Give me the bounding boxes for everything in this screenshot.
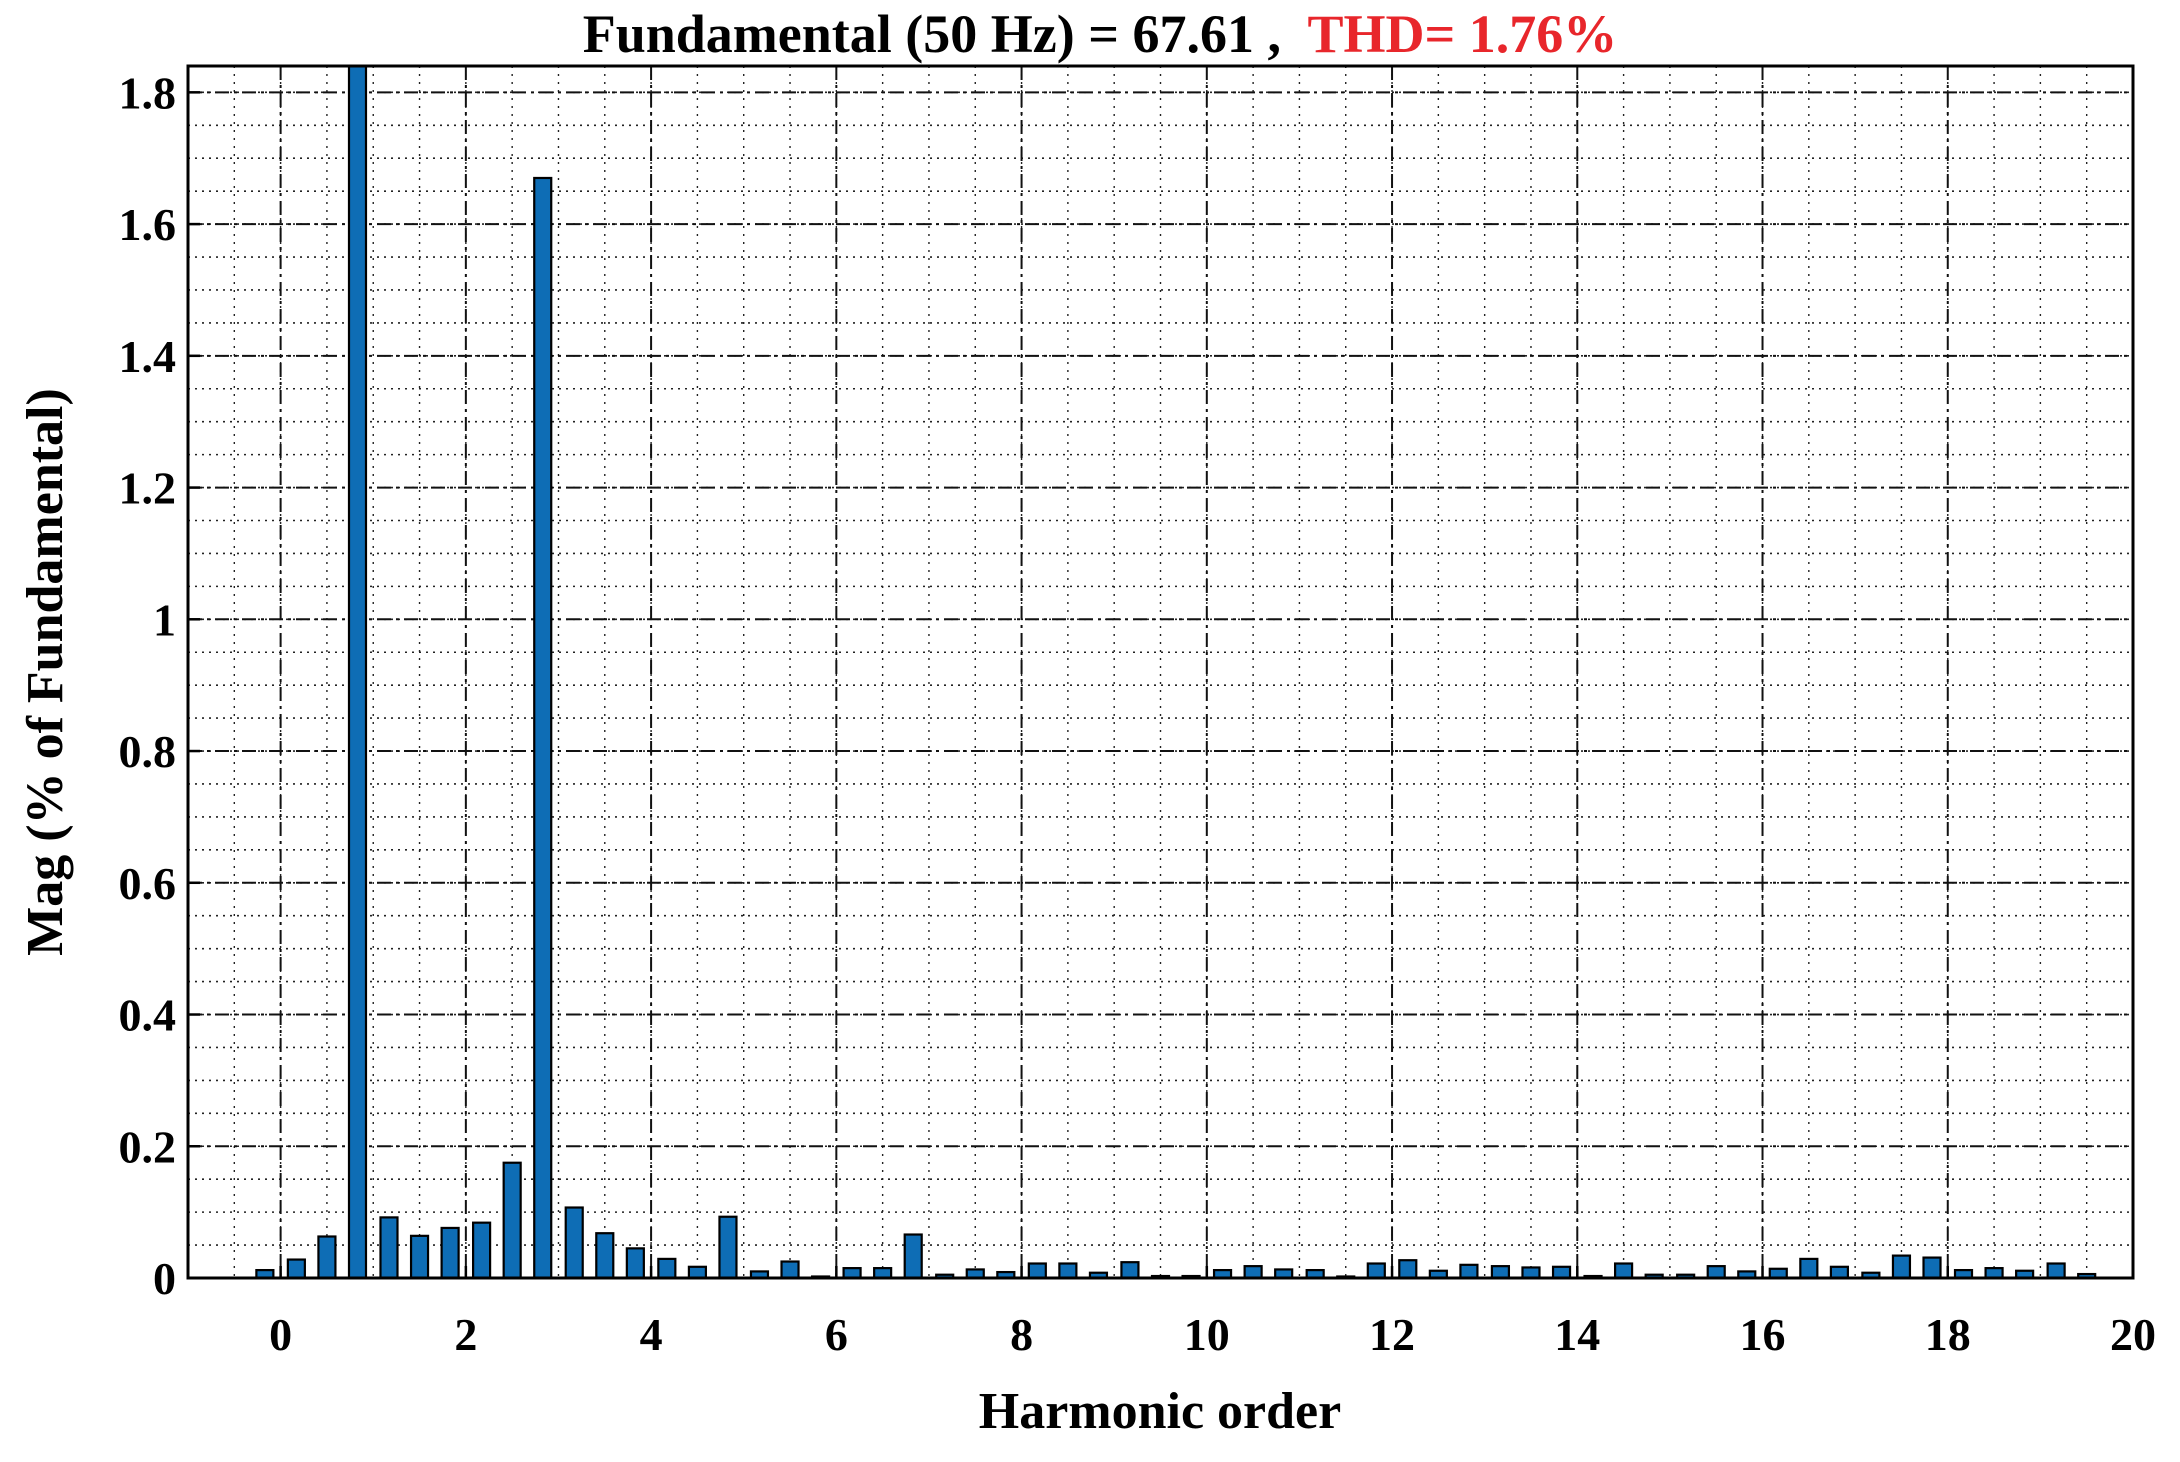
x-tick-label: 20 [2110,1309,2156,1360]
bar [1366,1262,1386,1280]
plot-frame [186,64,2135,1280]
bar [1829,1265,1849,1280]
y-tick-label: 0 [153,1253,176,1304]
bar [625,1247,645,1280]
bar [1613,1262,1634,1280]
y-tick-label: 1.6 [119,199,177,250]
bar [595,1232,615,1280]
bar-series [255,64,2097,1280]
bar [440,1226,460,1280]
x-tick-label: 0 [269,1309,292,1360]
y-tick-label: 0.4 [119,990,177,1041]
chart-title: Fundamental (50 Hz) = 67.61 , THD= 1.76% [583,4,1618,64]
bar [317,1235,337,1280]
bar [687,1265,708,1280]
bar [564,1206,584,1280]
x-axis-ticks: 0 2 4 6 8 10 12 14 16 18 20 [269,1266,2156,1360]
y-axis-ticks: 0 0.2 0.4 0.6 0.8 1 1.2 1.4 1.6 1.8 [119,67,200,1304]
bar [1490,1265,1511,1280]
y-tick-label: 1.4 [119,331,177,382]
y-tick-label: 0.6 [119,858,177,909]
bar [533,176,553,1280]
x-tick-label: 12 [1369,1309,1415,1360]
bar [1120,1261,1140,1280]
bar [718,1215,738,1280]
bar [1799,1257,1819,1280]
y-tick-label: 0.8 [119,726,177,777]
bar [1922,1256,1942,1280]
x-axis-label: Harmonic order [979,1383,1341,1440]
y-tick-label: 1 [153,594,176,645]
y-tick-label: 1.8 [119,67,177,118]
chart-title-fundamental: Fundamental (50 Hz) = 67.61 , [583,4,1281,64]
bar [409,1234,430,1280]
bar [1459,1263,1479,1280]
bar [1551,1265,1572,1280]
bar [1891,1254,1912,1280]
x-tick-label: 18 [1925,1309,1971,1360]
bar [1521,1266,1541,1280]
bar [472,1221,492,1280]
bar [379,1216,399,1280]
chart-title-thd: THD= 1.76% [1308,4,1618,64]
x-tick-label: 8 [1010,1309,1033,1360]
bar [2046,1262,2066,1280]
bar [1706,1265,1726,1280]
x-tick-label: 6 [825,1309,848,1360]
x-tick-label: 14 [1554,1309,1600,1360]
bar [347,64,368,1280]
bar [1027,1262,1047,1280]
y-tick-label: 1.2 [119,463,177,514]
bar [502,1161,522,1280]
x-tick-label: 2 [454,1309,477,1360]
bar [1243,1265,1263,1280]
x-tick-label: 16 [1740,1309,1786,1360]
bar [657,1257,677,1280]
y-tick-label: 0.2 [119,1121,177,1172]
bar [1398,1259,1418,1280]
y-axis-label: Mag (% of Fundamental) [17,388,74,956]
bar [780,1260,800,1280]
bar [1058,1262,1078,1280]
x-tick-label: 4 [640,1309,663,1360]
bar [903,1233,923,1280]
x-tick-label: 10 [1184,1309,1230,1360]
grid-lines [188,66,2133,1278]
bar [286,1258,306,1280]
